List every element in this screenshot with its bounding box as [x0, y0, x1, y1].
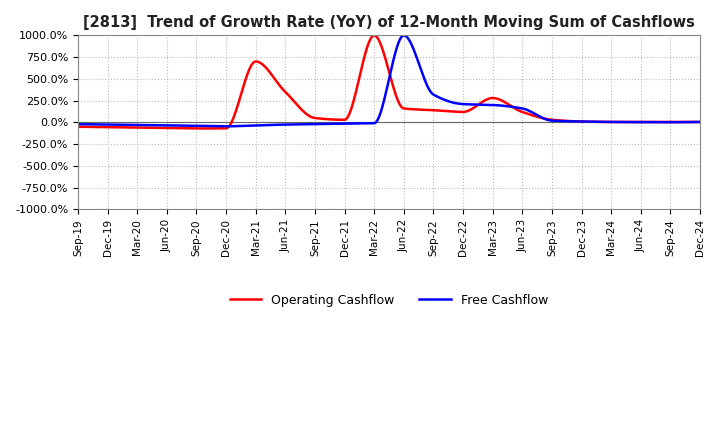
Free Cashflow [696, 119, 704, 125]
Legend: Operating Cashflow, Free Cashflow: Operating Cashflow, Free Cashflow [225, 289, 553, 312]
Operating Cashflow [370, 33, 379, 38]
Title: [2813]  Trend of Growth Rate (YoY) of 12-Month Moving Sum of Cashflows: [2813] Trend of Growth Rate (YoY) of 12-… [83, 15, 695, 30]
Line: Operating Cashflow: Operating Cashflow [78, 35, 700, 128]
Operating Cashflow [413, 107, 421, 112]
Free Cashflow [222, 124, 230, 129]
Free Cashflow [413, 56, 421, 61]
Operating Cashflow [683, 119, 692, 125]
Free Cashflow [73, 121, 82, 127]
Free Cashflow [399, 33, 408, 38]
Operating Cashflow [372, 33, 380, 39]
Operating Cashflow [586, 119, 595, 125]
Line: Free Cashflow: Free Cashflow [78, 35, 700, 126]
Free Cashflow [446, 99, 455, 105]
Free Cashflow [586, 119, 595, 125]
Free Cashflow [683, 120, 692, 125]
Operating Cashflow [446, 109, 455, 114]
Operating Cashflow [73, 124, 82, 129]
Free Cashflow [370, 121, 379, 126]
Free Cashflow [374, 116, 383, 121]
Operating Cashflow [696, 119, 704, 125]
Operating Cashflow [192, 126, 201, 131]
Operating Cashflow [375, 39, 384, 44]
